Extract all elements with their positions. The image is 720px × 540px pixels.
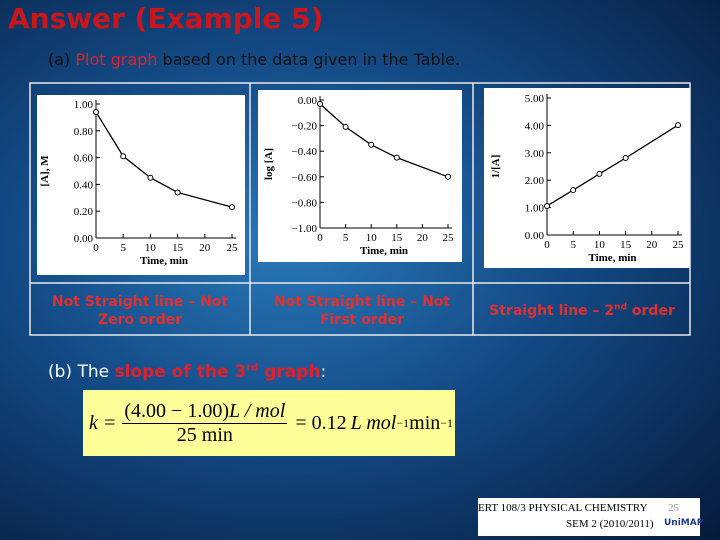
fraction: (4.00 − 1.00)L / mol 25 min (122, 399, 288, 447)
text: −1 (396, 415, 410, 430)
text: (b) The (48, 362, 115, 382)
y-tick-label: 0.20 (74, 206, 94, 218)
x-tick-label: 5 (343, 232, 349, 244)
highlight: slope of the 3rd graph (114, 362, 320, 382)
text: graph (258, 362, 321, 382)
data-point (147, 174, 154, 181)
equation-box: k = (4.00 − 1.00)L / mol 25 min = 0.12 L… (83, 390, 455, 456)
x-axis-label: Time, min (140, 255, 188, 267)
x-tick-label: 15 (620, 239, 632, 251)
text: k = (89, 411, 117, 434)
y-tick-label: −1.00 (292, 223, 318, 235)
text: (a) (48, 50, 76, 69)
x-tick-label: 15 (391, 232, 403, 244)
caption: Not Straight line – Not Zero order (51, 293, 229, 328)
chart-bg (484, 88, 690, 268)
data-point (596, 170, 603, 177)
data-point (368, 141, 375, 148)
y-tick-label: −0.60 (292, 172, 318, 184)
x-tick-label: 5 (570, 239, 576, 251)
x-tick-label: 0 (544, 239, 550, 251)
x-tick-label: 10 (366, 232, 378, 244)
chart-bg (258, 90, 462, 262)
y-tick-label: 3.00 (525, 148, 545, 160)
x-tick-label: 0 (317, 232, 323, 244)
y-tick-label: 0.40 (74, 179, 94, 191)
text: −1 (440, 415, 454, 430)
y-tick-label: −0.80 (292, 197, 318, 209)
caption: Straight line – 2nd order (476, 288, 688, 334)
y-tick-label: −0.40 (292, 146, 318, 158)
x-tick-label: 10 (594, 239, 606, 251)
y-axis-label: log [A] (263, 148, 275, 180)
y-tick-label: 4.00 (525, 120, 545, 132)
data-point (174, 189, 181, 196)
data-point (93, 109, 99, 116)
y-tick-label: 0.00 (74, 233, 94, 245)
data-point (120, 153, 127, 160)
chart-bg (37, 95, 245, 275)
text: 25 min (176, 423, 233, 446)
y-tick-label: 1.00 (74, 99, 94, 111)
y-axis-label: [A], M (39, 155, 51, 187)
data-point (445, 173, 451, 180)
footer-line: SEM 2 (2010/2011) (566, 518, 654, 530)
text: order (627, 302, 675, 319)
data-point (229, 204, 235, 211)
text: slope of the 3 (114, 362, 247, 382)
x-tick-label: 25 (227, 242, 239, 254)
text: (4.00 − 1.00) (124, 399, 229, 422)
text: = 0.12 (295, 411, 347, 434)
x-tick-label: 20 (646, 239, 658, 251)
text: based on the data given in the Table. (157, 50, 461, 69)
text: nd (614, 302, 628, 313)
data-point (544, 202, 550, 209)
x-tick-label: 0 (93, 242, 99, 254)
data-point (675, 122, 681, 129)
data-point (317, 100, 323, 107)
y-tick-label: 0.00 (525, 230, 545, 242)
x-axis-label: Time, min (588, 252, 636, 264)
part-b: (b) The slope of the 3rd graph: (48, 362, 326, 382)
data-point (570, 187, 577, 194)
caption: Not Straight line – Not First order (273, 293, 451, 328)
x-tick-label: 10 (145, 242, 157, 254)
x-tick-label: 25 (443, 232, 455, 244)
x-tick-label: 15 (172, 242, 184, 254)
x-tick-label: 20 (417, 232, 429, 244)
text: min (409, 411, 441, 434)
x-tick-label: 5 (120, 242, 126, 254)
y-tick-label: 1.00 (525, 203, 545, 215)
highlight: Plot graph (75, 50, 158, 69)
text: Straight line – 2 (489, 302, 615, 319)
text: : (320, 362, 327, 382)
x-tick-label: 20 (199, 242, 211, 254)
slide-title: Answer (Example 5) (8, 2, 324, 35)
part-a: (a) Plot graph based on the data given i… (48, 50, 460, 69)
text: rd (246, 362, 259, 374)
y-axis-label: 1/[A] (490, 155, 502, 179)
y-tick-label: −0.20 (292, 121, 318, 133)
footer: ERT 108/3 PHYSICAL CHEMISTRY 25 SEM 2 (2… (478, 498, 704, 536)
page-number: 25 (668, 502, 679, 514)
y-tick-label: 0.60 (74, 153, 94, 165)
data-point (342, 123, 349, 130)
y-tick-label: 2.00 (525, 175, 545, 187)
data-point (622, 155, 629, 162)
y-tick-label: 5.00 (525, 93, 545, 105)
y-tick-label: 0.00 (298, 95, 318, 107)
logo: UniMAP (664, 518, 704, 528)
x-axis-label: Time, min (360, 245, 408, 257)
text: L mol (350, 411, 397, 434)
data-point (393, 154, 400, 161)
y-tick-label: 0.80 (74, 126, 94, 138)
footer-line: ERT 108/3 PHYSICAL CHEMISTRY (478, 502, 648, 514)
text: L / mol (228, 399, 286, 422)
x-tick-label: 25 (673, 239, 685, 251)
